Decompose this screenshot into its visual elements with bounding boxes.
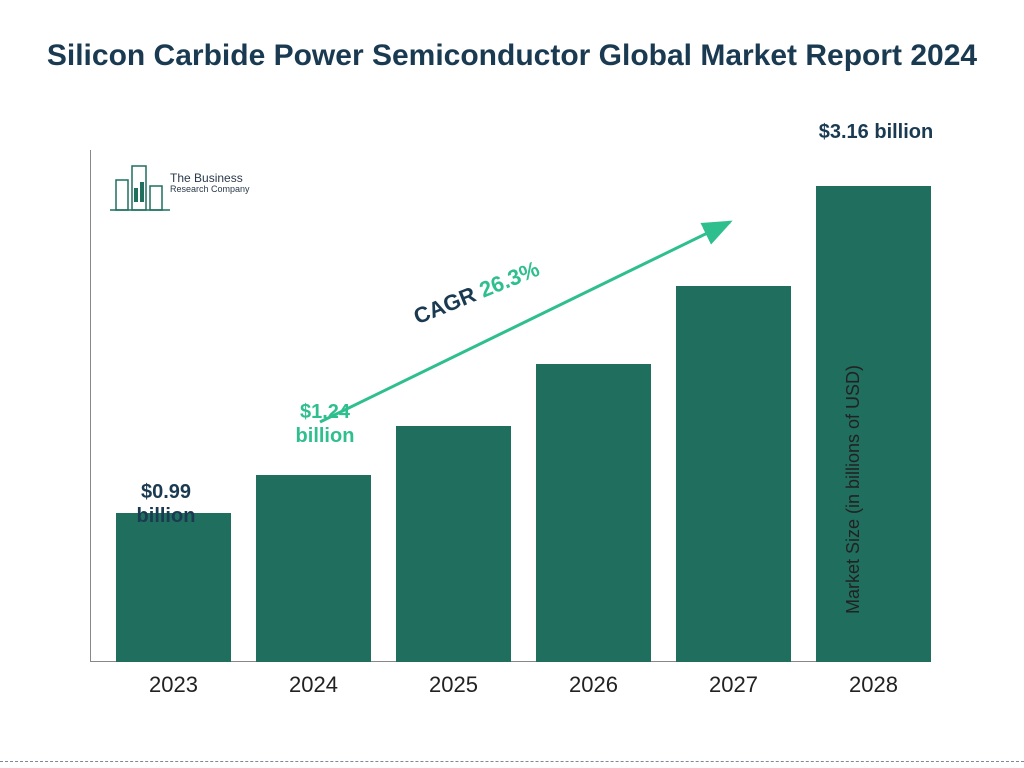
x-tick-label: 2025	[384, 672, 524, 698]
x-tick-label: 2024	[244, 672, 384, 698]
trend-arrow	[90, 150, 930, 662]
value-label: $3.16 billion	[786, 120, 966, 144]
x-tick-label: 2026	[524, 672, 664, 698]
bottom-dashed-border	[0, 761, 1024, 762]
x-tick-label: 2027	[664, 672, 804, 698]
x-tick-label: 2023	[104, 672, 244, 698]
chart-title: Silicon Carbide Power Semiconductor Glob…	[0, 36, 1024, 75]
x-tick-label: 2028	[804, 672, 944, 698]
chart-area: 202320242025202620272028 Market Size (in…	[90, 150, 930, 700]
chart-container: Silicon Carbide Power Semiconductor Glob…	[0, 0, 1024, 768]
